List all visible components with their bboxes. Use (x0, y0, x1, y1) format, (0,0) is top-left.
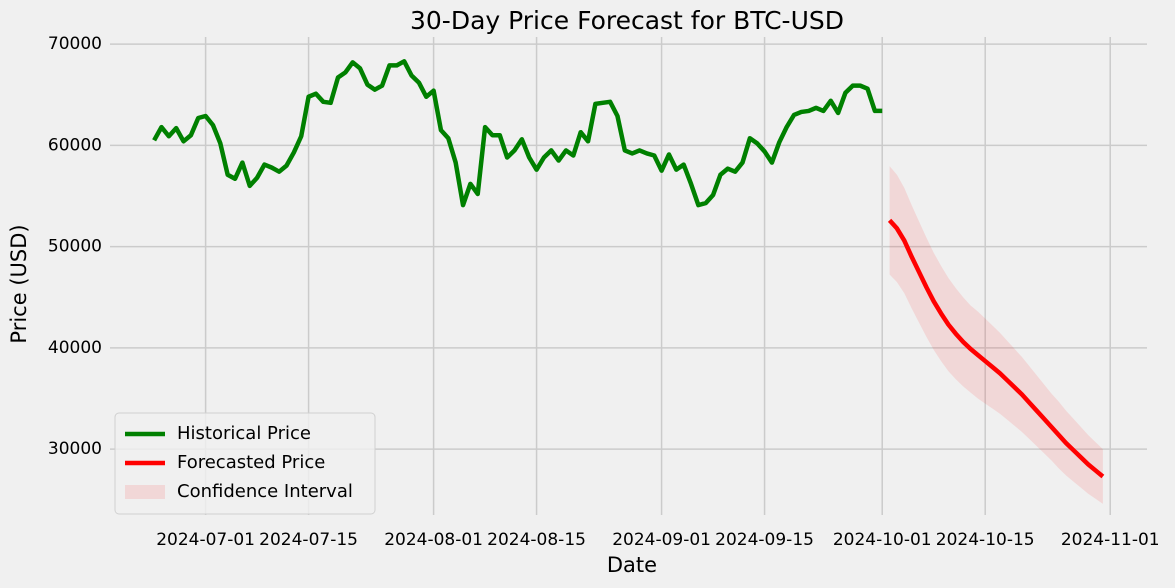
y-tick-label: 40000 (48, 338, 102, 358)
grid (110, 37, 1147, 515)
x-tick-label: 2024-10-01 (833, 530, 932, 550)
y-tick-label: 30000 (48, 439, 102, 459)
legend: Historical Price Forecasted Price Confiden… (114, 412, 376, 515)
y-tick-label: 70000 (48, 34, 102, 54)
x-tick-label: 2024-11-01 (1061, 530, 1160, 550)
x-tick-label: 2024-09-01 (612, 530, 711, 550)
x-axis-label: Date (607, 553, 657, 577)
chart-title: 30-Day Price Forecast for BTC-USD (410, 6, 844, 35)
series-line (887, 218, 1105, 479)
x-tick-label: 2024-07-15 (259, 530, 358, 550)
y-tick-label: 50000 (48, 237, 102, 257)
x-tick-label: 2024-08-15 (487, 530, 586, 550)
x-tick-label: 2024-08-01 (384, 530, 483, 550)
confidence-band (889, 166, 1103, 504)
y-tick-label: 60000 (48, 135, 102, 155)
legend-swatch (125, 485, 165, 499)
series-line (152, 59, 883, 208)
legend-box (114, 412, 376, 515)
y-axis-label: Price (USD) (7, 224, 31, 343)
x-tick-label: 2024-09-15 (715, 530, 814, 550)
x-tick-label: 2024-10-15 (936, 530, 1035, 550)
x-tick-label: 2024-07-01 (156, 530, 255, 550)
legend-label: Forecasted Price (177, 452, 325, 473)
legend-label: Historical Price (177, 423, 311, 444)
legend-label: Confidence Interval (177, 481, 353, 502)
